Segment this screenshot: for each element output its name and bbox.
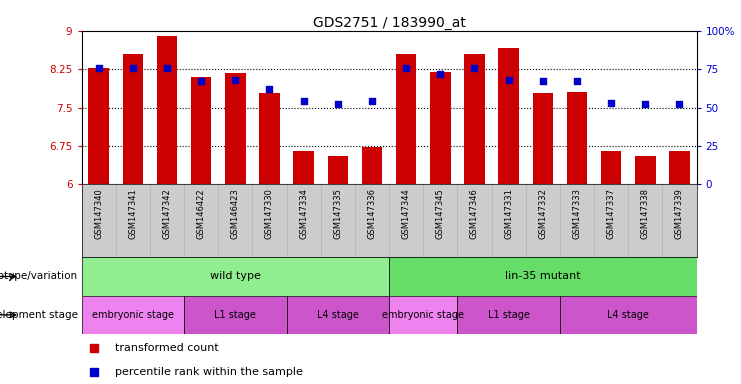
Bar bbox=[389, 257, 697, 296]
Text: percentile rank within the sample: percentile rank within the sample bbox=[116, 367, 303, 377]
Text: GSM147331: GSM147331 bbox=[504, 188, 513, 239]
Point bbox=[434, 71, 446, 77]
Text: L1 stage: L1 stage bbox=[488, 310, 530, 320]
Bar bbox=[601, 151, 622, 184]
Text: GSM147342: GSM147342 bbox=[162, 188, 171, 239]
Point bbox=[127, 65, 139, 71]
Text: GSM147341: GSM147341 bbox=[128, 188, 137, 239]
Bar bbox=[567, 92, 587, 184]
Bar bbox=[389, 296, 457, 334]
Text: GSM147335: GSM147335 bbox=[333, 188, 342, 239]
Bar bbox=[669, 151, 690, 184]
Text: GSM147334: GSM147334 bbox=[299, 188, 308, 239]
Bar bbox=[464, 54, 485, 184]
Bar bbox=[191, 77, 211, 184]
Text: GSM147345: GSM147345 bbox=[436, 188, 445, 239]
Text: transformed count: transformed count bbox=[116, 343, 219, 353]
Text: GSM146422: GSM146422 bbox=[196, 188, 205, 238]
Text: GSM147344: GSM147344 bbox=[402, 188, 411, 239]
Point bbox=[298, 98, 310, 104]
Text: GSM146423: GSM146423 bbox=[230, 188, 240, 239]
Text: GSM147336: GSM147336 bbox=[368, 188, 376, 239]
Bar bbox=[635, 156, 656, 184]
Text: embryonic stage: embryonic stage bbox=[382, 310, 464, 320]
Text: GSM147330: GSM147330 bbox=[265, 188, 274, 239]
Bar bbox=[396, 54, 416, 184]
Text: GSM147338: GSM147338 bbox=[641, 188, 650, 239]
Text: GSM147340: GSM147340 bbox=[94, 188, 103, 239]
Bar bbox=[430, 72, 451, 184]
Point bbox=[639, 101, 651, 108]
Bar bbox=[457, 296, 560, 334]
Bar bbox=[122, 54, 143, 184]
Bar bbox=[287, 296, 389, 334]
Point bbox=[332, 101, 344, 108]
Text: embryonic stage: embryonic stage bbox=[92, 310, 173, 320]
Text: L4 stage: L4 stage bbox=[608, 310, 649, 320]
Text: L1 stage: L1 stage bbox=[214, 310, 256, 320]
Bar bbox=[82, 257, 389, 296]
Point bbox=[229, 77, 241, 83]
Point bbox=[674, 101, 685, 108]
Point bbox=[605, 100, 617, 106]
Point bbox=[571, 78, 583, 84]
Text: GSM147346: GSM147346 bbox=[470, 188, 479, 239]
Bar bbox=[88, 68, 109, 184]
Bar bbox=[225, 73, 245, 184]
Bar bbox=[259, 93, 279, 184]
Text: GSM147333: GSM147333 bbox=[573, 188, 582, 239]
Text: wild type: wild type bbox=[210, 271, 261, 281]
Bar bbox=[156, 36, 177, 184]
Text: genotype/variation: genotype/variation bbox=[0, 271, 78, 281]
Point bbox=[536, 78, 548, 84]
Bar bbox=[328, 156, 348, 184]
Text: lin-35 mutant: lin-35 mutant bbox=[505, 271, 581, 281]
Bar bbox=[184, 296, 287, 334]
Point bbox=[195, 78, 207, 84]
Bar bbox=[362, 147, 382, 184]
Point bbox=[366, 98, 378, 104]
Point bbox=[93, 65, 104, 71]
Title: GDS2751 / 183990_at: GDS2751 / 183990_at bbox=[313, 16, 465, 30]
Bar bbox=[533, 93, 553, 184]
Bar bbox=[560, 296, 697, 334]
Point bbox=[400, 65, 412, 71]
Point bbox=[264, 86, 276, 92]
Text: development stage: development stage bbox=[0, 310, 78, 320]
Point bbox=[161, 65, 173, 71]
Bar bbox=[82, 296, 184, 334]
Text: GSM147332: GSM147332 bbox=[538, 188, 548, 239]
Point bbox=[468, 65, 480, 71]
Text: L4 stage: L4 stage bbox=[317, 310, 359, 320]
Bar bbox=[293, 151, 314, 184]
Bar bbox=[499, 48, 519, 184]
Text: GSM147339: GSM147339 bbox=[675, 188, 684, 239]
Point bbox=[502, 77, 514, 83]
Text: GSM147337: GSM147337 bbox=[607, 188, 616, 239]
